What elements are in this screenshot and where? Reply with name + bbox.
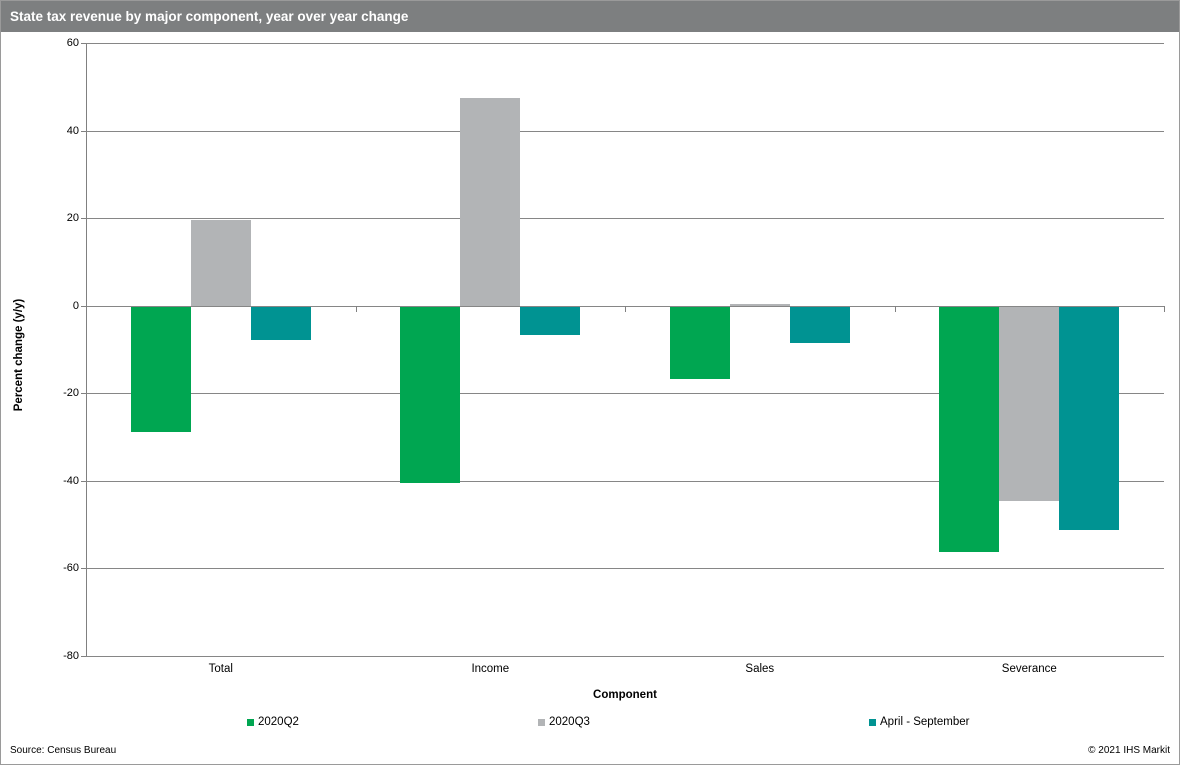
bar-2020q3-sales [729,303,790,306]
y-axis-tick [81,305,86,307]
legend-item-april---september: April - September [869,716,969,728]
bar-april---september-total [250,306,311,340]
y-axis-tick [81,130,86,132]
category-axis-tick [625,305,626,312]
category-axis-tick [1164,305,1165,312]
x-axis-title: Component [593,689,657,701]
y-axis-tick [81,393,86,395]
x-category-label-sales: Sales [745,663,775,675]
gridline--80 [86,656,1164,657]
x-category-label-total: Total [208,663,233,675]
y-tick-label: -40 [63,474,79,487]
category-axis-tick [355,305,357,312]
copyright-note: © 2021 IHS Markit [1088,745,1170,756]
y-axis-line [86,43,87,656]
bar-2020q2-sales [669,306,730,379]
y-tick-label: 0 [72,299,79,312]
gridline--40 [86,480,1164,482]
y-tick-label: 60 [66,37,79,49]
source-note: Source: Census Bureau [10,745,117,756]
gridline-20 [86,218,1164,220]
y-axis-tick [81,568,86,570]
y-axis-title: Percent change (y/y) [13,298,25,412]
bar-2020q3-total [190,219,251,306]
y-axis-tick [81,480,86,482]
y-tick-label: 40 [66,124,79,137]
bar-2020q2-total [130,306,191,432]
y-tick-label: -20 [63,387,79,400]
y-axis-tick [81,218,86,220]
category-axis-tick [894,305,896,312]
y-tick-label: 20 [66,212,79,225]
bar-2020q2-income [400,306,461,484]
y-tick-label: -60 [63,562,79,575]
legend-swatch-icon [538,718,545,726]
gridline--60 [86,568,1164,570]
category-axis-tick [86,305,87,312]
gridline-40 [86,130,1164,132]
legend-label: April - September [880,716,970,728]
gridline-60 [86,43,1164,44]
bar-april---september-severance [1059,306,1120,530]
bar-april---september-sales [789,306,850,343]
legend-swatch-icon [247,718,254,726]
y-axis-tick [81,43,86,44]
gridline--20 [86,393,1164,395]
bar-2020q3-income [460,97,521,306]
x-category-label-income: Income [471,663,510,675]
legend-label: 2020Q3 [549,716,590,728]
bar-2020q2-severance [939,306,1000,553]
legend-item-2020q2: 2020Q2 [247,716,299,728]
y-axis-tick [81,656,86,657]
legend-label: 2020Q2 [258,716,299,728]
y-tick-label: -80 [63,650,79,662]
legend-swatch-icon [869,718,876,726]
x-category-label-severance: Severance [1001,663,1057,675]
bar-2020q3-severance [999,306,1060,501]
plot-area [81,43,1165,657]
legend-item-2020q3: 2020Q3 [538,716,590,728]
chart-title: State tax revenue by major component, ye… [1,1,1179,32]
bar-april---september-income [520,306,581,336]
